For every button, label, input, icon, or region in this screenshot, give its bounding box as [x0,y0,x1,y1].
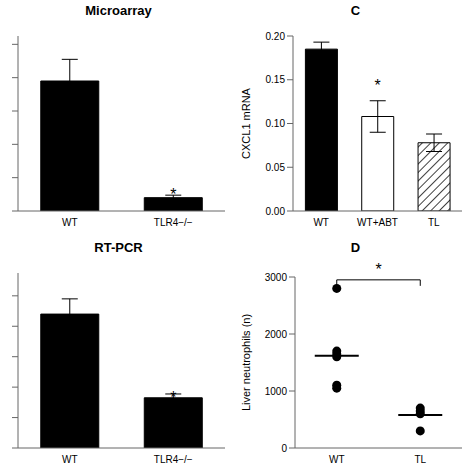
svg-text:*: * [375,261,381,278]
svg-text:TL: TL [428,217,440,228]
svg-text:*: * [170,389,176,406]
html-text:RT-PCR: RT-PCR [94,240,143,255]
html-text:D: D [350,240,361,255]
svg-text:3000: 3000 [265,272,288,283]
svg-text:0.15: 0.15 [266,74,286,85]
svg-text:0.20: 0.20 [266,31,286,42]
html-text:C: C [350,3,361,18]
svg-text:2000: 2000 [265,329,288,340]
svg-text:0.10: 0.10 [266,118,286,129]
svg-text:WT: WT [62,454,78,465]
svg-text:TL: TL [414,454,426,465]
svg-text:*: * [374,77,380,94]
svg-text:WT: WT [62,217,78,228]
svg-text:TLR4−/−: TLR4−/− [154,217,193,228]
svg-text:WT: WT [329,454,345,465]
svg-text:0.00: 0.00 [266,206,286,217]
svg-text:Liver neutrophils (n): Liver neutrophils (n) [240,314,252,411]
svg-text:WT+ABT: WT+ABT [357,217,398,228]
svg-text:WT: WT [313,217,329,228]
svg-text:1000: 1000 [265,386,288,397]
svg-text:CXCL1 mRNA: CXCL1 mRNA [240,87,252,159]
svg-text:0.05: 0.05 [266,162,286,173]
svg-text:TLR4−/−: TLR4−/− [154,454,193,465]
svg-text:*: * [170,186,176,203]
html-text:Microarray: Microarray [85,3,152,18]
svg-text:0: 0 [281,443,287,454]
